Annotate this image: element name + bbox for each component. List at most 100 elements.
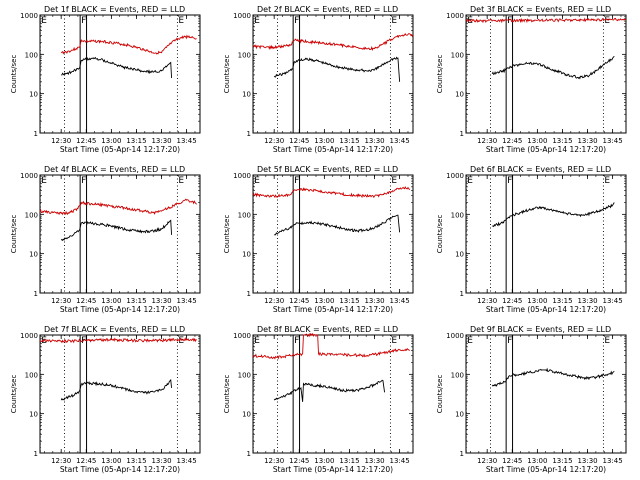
x-tick-label: 12:30	[477, 457, 497, 465]
y-tick-label: 1	[34, 450, 38, 458]
annotation-label: F	[294, 336, 299, 346]
x-tick-label: 13:00	[314, 457, 334, 465]
x-tick-label: 13:30	[151, 297, 171, 305]
annotation-label: E	[391, 336, 397, 346]
x-tick-label: 13:15	[552, 297, 572, 305]
x-tick-label: 12:30	[51, 297, 71, 305]
y-tick-label: 1	[460, 290, 464, 298]
x-tick-label: 13:15	[552, 137, 572, 145]
y-tick-label: 1	[247, 290, 251, 298]
black-events-line	[492, 202, 615, 228]
x-tick-label: 13:45	[390, 137, 410, 145]
y-axis-label: Counts/sec	[436, 55, 444, 94]
annotation-label: E	[391, 16, 397, 26]
y-tick-label: 10	[29, 251, 38, 259]
y-tick-label: 1000	[446, 12, 464, 20]
x-tick-label: 12:45	[502, 137, 522, 145]
x-tick-label: 12:30	[477, 137, 497, 145]
x-tick-label: 12:45	[502, 297, 522, 305]
x-tick-label: 13:45	[603, 297, 623, 305]
y-tick-label: 100	[25, 211, 38, 219]
y-tick-label: 1	[247, 450, 251, 458]
black-events-line	[274, 214, 401, 236]
panel-1: Det 1f BLACK = Events, RED = LLD 1 10 100 10…	[10, 5, 201, 154]
x-tick-label: 13:00	[314, 137, 334, 145]
y-tick-label: 100	[451, 371, 464, 379]
y-tick-label: 10	[455, 251, 464, 259]
x-tick-label: 13:30	[151, 457, 171, 465]
y-tick-label: 1	[460, 450, 464, 458]
axes-frame	[252, 14, 414, 134]
y-axis-label: Counts/sec	[223, 215, 231, 254]
y-tick-label: 1000	[20, 332, 38, 340]
y-tick-label: 10	[242, 91, 251, 99]
annotation-label: F	[81, 16, 86, 26]
y-tick-label: 100	[238, 211, 251, 219]
y-tick-label: 1000	[233, 172, 251, 180]
y-tick-label: 1	[34, 290, 38, 298]
y-tick-label: 1000	[233, 332, 251, 340]
x-tick-label: 13:45	[177, 137, 197, 145]
x-tick-label: 13:30	[364, 457, 384, 465]
y-tick-label: 10	[242, 251, 251, 259]
y-tick-label: 1000	[446, 332, 464, 340]
x-axis-label: Start Time (05-Apr-14 12:17:20)	[486, 145, 606, 154]
annotation-label: E	[254, 176, 260, 186]
x-tick-label: 13:30	[577, 137, 597, 145]
x-tick-label: 12:45	[289, 137, 309, 145]
x-tick-label: 12:30	[264, 457, 284, 465]
x-tick-label: 13:00	[314, 297, 334, 305]
annotation-label: F	[507, 16, 512, 26]
x-axis-label: Start Time (05-Apr-14 12:17:20)	[60, 465, 180, 474]
x-tick-label: 13:45	[390, 457, 410, 465]
y-tick-label: 100	[451, 211, 464, 219]
y-tick-label: 1000	[233, 12, 251, 20]
black-events-line	[61, 56, 173, 79]
y-axis-label: Counts/sec	[10, 55, 18, 94]
x-tick-label: 13:15	[339, 457, 359, 465]
red-lld-line	[252, 332, 410, 360]
y-tick-label: 1000	[20, 12, 38, 20]
x-tick-label: 13:45	[390, 297, 410, 305]
x-tick-label: 13:30	[577, 457, 597, 465]
x-tick-label: 13:00	[101, 297, 121, 305]
panel-title: Det 2f BLACK = Events, RED = LLD	[257, 5, 398, 14]
annotation-label: E	[467, 176, 473, 186]
y-tick-label: 100	[238, 371, 251, 379]
annotation-label: F	[507, 336, 512, 346]
panel-5: Det 5f BLACK = Events, RED = LLD 1 10 100 10…	[223, 165, 414, 314]
panel-title: Det 1f BLACK = Events, RED = LLD	[44, 5, 185, 14]
panel-title: Det 7f BLACK = Events, RED = LLD	[44, 325, 185, 334]
x-axis-label: Start Time (05-Apr-14 12:17:20)	[273, 145, 393, 154]
panel-title: Det 9f BLACK = Events, RED = LLD	[470, 325, 611, 334]
annotation-label: E	[391, 176, 397, 186]
annotation-label: E	[178, 336, 184, 346]
y-tick-label: 1	[247, 130, 251, 138]
panel-4: Det 4f BLACK = Events, RED = LLD 1 10 100 10…	[10, 165, 201, 314]
axes-frame	[465, 174, 627, 294]
x-tick-label: 13:30	[364, 137, 384, 145]
x-tick-label: 13:30	[364, 297, 384, 305]
x-tick-label: 13:15	[552, 457, 572, 465]
y-tick-label: 10	[455, 91, 464, 99]
black-events-line	[60, 219, 173, 242]
y-axis-label: Counts/sec	[436, 375, 444, 414]
annotation-label: E	[604, 176, 610, 186]
annotation-label: E	[41, 176, 47, 186]
red-lld-line	[252, 32, 414, 51]
x-tick-label: 13:00	[101, 457, 121, 465]
black-events-line	[60, 378, 173, 401]
black-events-line	[273, 379, 386, 402]
y-axis-label: Counts/sec	[223, 55, 231, 94]
annotation-label: F	[294, 176, 299, 186]
annotation-label: E	[178, 176, 184, 186]
axes-frame	[252, 334, 414, 454]
x-tick-label: 13:45	[177, 297, 197, 305]
x-tick-label: 13:15	[126, 297, 146, 305]
axes-frame	[39, 334, 201, 454]
y-tick-label: 10	[242, 411, 251, 419]
y-tick-label: 100	[451, 51, 464, 59]
x-tick-label: 13:00	[527, 297, 547, 305]
y-tick-label: 10	[29, 411, 38, 419]
annotation-label: F	[294, 16, 299, 26]
